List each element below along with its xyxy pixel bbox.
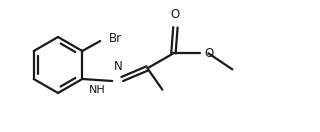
Text: Br: Br	[109, 32, 122, 46]
Text: O: O	[204, 47, 214, 60]
Text: O: O	[171, 8, 180, 21]
Text: NH: NH	[89, 85, 106, 95]
Text: N: N	[114, 60, 123, 73]
